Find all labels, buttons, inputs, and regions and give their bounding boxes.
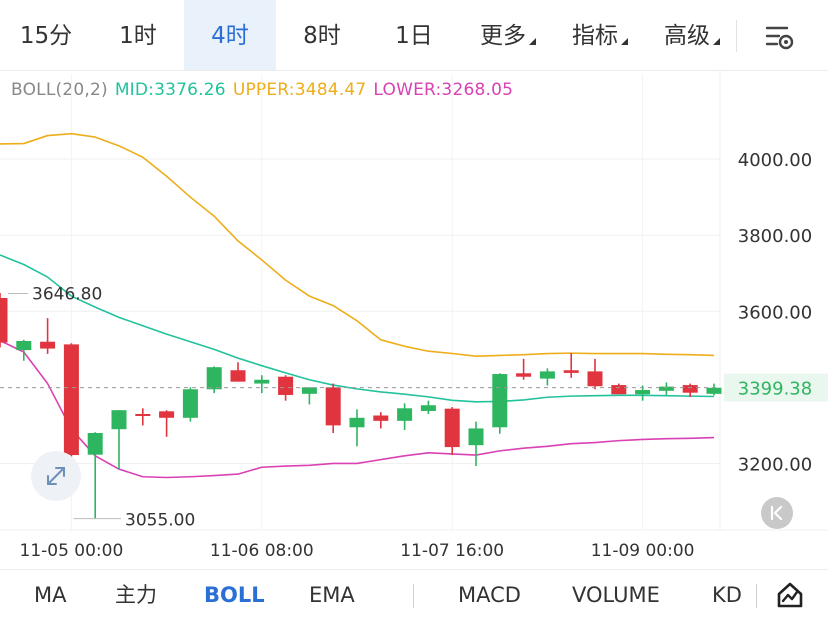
fullscreen-button[interactable]: [31, 451, 81, 501]
boll-lower-line: [0, 339, 715, 479]
candle-up: [182, 389, 198, 418]
candle-down: [516, 373, 532, 377]
indicator-kd[interactable]: KD: [712, 583, 742, 607]
indicator-main[interactable]: 主力: [115, 583, 157, 607]
candle-down: [63, 344, 79, 456]
drawing-icon: [777, 582, 803, 608]
tab-15m[interactable]: 15分: [19, 23, 73, 49]
settings-icon: [765, 26, 794, 50]
candle-up: [706, 387, 722, 394]
candle-up: [301, 387, 317, 394]
boll-mid-line: [0, 254, 715, 403]
indicator-ema[interactable]: EMA: [309, 583, 355, 607]
candle-up: [87, 433, 103, 455]
current-price-tag: [724, 373, 828, 402]
more-label: 更多: [480, 23, 526, 49]
more-dropdown[interactable]: 更多: [462, 0, 554, 70]
candle-up: [16, 340, 32, 351]
expand-icon: [47, 467, 65, 485]
boll-mid-value: MID:3376.26: [114, 80, 226, 100]
chevron-left-end-icon: [770, 505, 783, 521]
tab-4h[interactable]: 4时: [184, 0, 276, 70]
candle-up: [397, 408, 413, 421]
candle-down: [230, 370, 246, 382]
current-price-label: 3399.38: [738, 379, 812, 400]
scroll-to-latest-button[interactable]: [761, 497, 793, 529]
boll-upper-line: [0, 132, 715, 357]
candle-down: [278, 376, 294, 395]
candle-up: [206, 367, 222, 390]
x-tick-label: 11-06 08:00: [210, 541, 314, 561]
candle-up: [111, 410, 127, 430]
indicator-bar: MA 主力 BOLL EMA MACD VOLUME KD: [0, 569, 828, 621]
divider: [413, 584, 414, 608]
y-tick-label: 3600.00: [738, 302, 812, 323]
candle-down: [611, 385, 627, 395]
candle-up: [349, 417, 365, 428]
indicator-boll[interactable]: BOLL: [204, 583, 265, 607]
divider: [736, 20, 737, 52]
candle-down: [587, 371, 603, 387]
caret-icon: [713, 38, 720, 45]
candle-down: [563, 370, 579, 373]
candle-up: [492, 374, 508, 428]
advanced-dropdown[interactable]: 高级: [646, 0, 738, 70]
indicator-macd[interactable]: MACD: [458, 583, 521, 607]
chart-settings-button[interactable]: [755, 16, 799, 56]
candle-up: [420, 405, 436, 411]
indicators-dropdown[interactable]: 指标: [554, 0, 646, 70]
indicators-label: 指标: [572, 23, 618, 49]
high-annotation-label: 3646.80: [32, 284, 102, 304]
candle-down: [159, 411, 175, 418]
candle-down: [444, 408, 460, 448]
candlestick-chart[interactable]: 4000.00 3800.00 3600.00 3200.00 11-05 00:00 1…: [0, 0, 828, 569]
candle-down: [0, 297, 8, 343]
y-tick-label: 3200.00: [738, 454, 812, 475]
candle-down: [40, 341, 56, 349]
y-tick-label: 4000.00: [738, 150, 812, 171]
candle-up: [254, 379, 270, 384]
caret-icon: [529, 38, 536, 45]
x-tick-label: 11-07 16:00: [400, 541, 504, 561]
candle-down: [325, 387, 341, 426]
boll-legend: BOLL(20,2) MID:3376.26 UPPER:3484.47 LOWER:…: [11, 80, 520, 100]
candle-up: [635, 390, 651, 395]
candle-up: [539, 371, 555, 379]
boll-name: BOLL(20,2): [11, 80, 108, 100]
tab-8h[interactable]: 8时: [303, 23, 341, 49]
candle-down: [373, 415, 389, 421]
candle-up: [658, 386, 674, 391]
y-tick-label: 3800.00: [738, 226, 812, 247]
x-tick-label: 11-09 00:00: [591, 541, 695, 561]
tab-1d[interactable]: 1日: [395, 23, 433, 49]
candle-down: [682, 385, 698, 393]
caret-icon: [621, 38, 628, 45]
advanced-label: 高级: [664, 23, 710, 49]
divider: [756, 584, 757, 608]
indicator-ma[interactable]: MA: [34, 583, 67, 607]
interval-bar: 15分 1时 4时 8时 1日 更多 指标 高级: [0, 0, 828, 71]
low-annotation-label: 3055.00: [125, 511, 195, 531]
candle-down: [135, 413, 151, 416]
boll-lower-value: LOWER:3268.05: [373, 80, 514, 100]
boll-upper-value: UPPER:3484.47: [232, 80, 367, 100]
candle-up: [468, 428, 484, 446]
indicator-volume[interactable]: VOLUME: [572, 583, 660, 607]
drawing-tool-button[interactable]: [772, 578, 808, 614]
x-tick-label: 11-05 00:00: [20, 541, 124, 561]
tab-1h[interactable]: 1时: [119, 23, 157, 49]
